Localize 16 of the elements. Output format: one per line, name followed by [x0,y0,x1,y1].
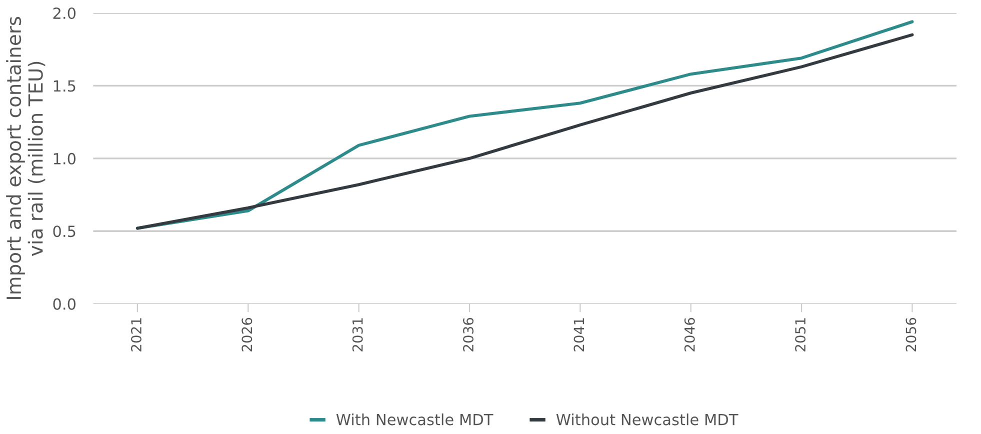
legend-label: Without Newcastle MDT [556,414,738,426]
x-tick-label: 2056 [906,318,916,352]
y-tick-label: 1.0 [54,152,76,164]
x-tick-label: 2041 [574,318,584,352]
legend-label: With Newcastle MDT [336,414,494,426]
y-tick-label: 1.5 [54,80,76,92]
y-tick-label: 2.0 [53,7,76,20]
x-tick-label: 2051 [795,318,806,352]
x-tick-label: 2026 [242,318,252,352]
x-tick-label: 2031 [352,318,363,352]
y-tick-label: 0.0 [53,298,76,310]
y-axis-title: Import and export containers via rail (million TEU) [6,16,46,299]
x-tick-label: 2021 [130,318,142,352]
y-tick-label: 0.5 [53,226,76,238]
x-tick-label: 2046 [684,318,695,352]
x-tick-label: 2036 [463,318,474,352]
